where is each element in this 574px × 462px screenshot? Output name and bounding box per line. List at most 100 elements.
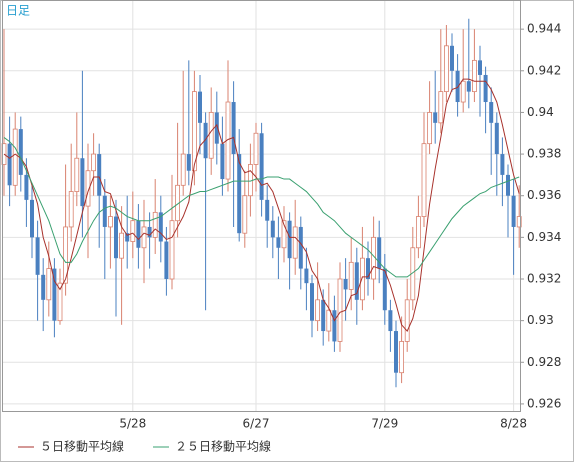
chart-title: 日足 xyxy=(6,4,30,18)
candle-body xyxy=(158,212,163,242)
candle-body xyxy=(292,226,298,259)
candle-body xyxy=(203,122,208,159)
candle-body xyxy=(343,278,348,290)
legend-label: ５日移動平均線 xyxy=(40,439,124,454)
candle-body xyxy=(399,341,405,374)
moving-average-line xyxy=(3,78,520,332)
candle-body xyxy=(180,153,186,186)
candle-body xyxy=(466,81,471,92)
candle-body xyxy=(270,220,275,238)
candle-body xyxy=(359,257,365,301)
y-tick-label: 0.942 xyxy=(527,63,561,77)
legend-label: ２５日移動平均線 xyxy=(175,439,271,454)
candle-body xyxy=(281,220,287,249)
candle-body xyxy=(433,112,438,123)
candle-body xyxy=(310,283,314,321)
candle-body xyxy=(91,153,96,172)
candle-body xyxy=(97,154,102,196)
candle-body xyxy=(382,268,387,311)
candle-body xyxy=(471,59,477,93)
candle-body xyxy=(450,45,454,71)
candle-body xyxy=(74,157,80,192)
y-tick-label: 0.926 xyxy=(527,396,561,410)
candle-body xyxy=(506,174,510,196)
candle-body xyxy=(30,199,34,238)
candle-body xyxy=(108,216,113,228)
candle-body xyxy=(80,158,85,207)
candle-body xyxy=(63,226,68,284)
x-tick-label: 6/27 xyxy=(243,417,270,431)
candle-body xyxy=(460,80,466,103)
candle-body xyxy=(114,216,118,259)
plot-area xyxy=(1,0,522,411)
y-tick-label: 0.93 xyxy=(527,313,554,327)
candle-body xyxy=(494,122,499,155)
y-tick-label: 0.932 xyxy=(527,271,561,285)
candle-body xyxy=(443,45,449,93)
x-tick-label: 7/29 xyxy=(371,417,398,431)
candle-body xyxy=(388,310,393,332)
x-tick-label: 8/28 xyxy=(500,417,527,431)
candle-body xyxy=(12,128,18,186)
candle-body xyxy=(7,143,12,186)
candle-body xyxy=(102,195,107,227)
candle-body xyxy=(366,258,370,279)
candle-body xyxy=(242,195,248,234)
candle-body xyxy=(68,191,74,228)
candle-body xyxy=(326,309,332,332)
candle-body xyxy=(125,233,130,242)
candle-body xyxy=(57,282,63,322)
candle-body xyxy=(516,216,522,228)
candle-body xyxy=(394,331,398,373)
candle-body xyxy=(186,154,191,171)
y-tick-label: 0.934 xyxy=(527,230,561,244)
candle-body xyxy=(152,211,158,238)
candle-body xyxy=(46,268,52,301)
candle-body xyxy=(35,237,40,275)
candle-body xyxy=(377,237,382,269)
candle-body xyxy=(85,170,91,207)
candle-body xyxy=(24,174,29,200)
moving-average-line xyxy=(3,137,520,278)
candle-body xyxy=(253,132,259,165)
candle-body xyxy=(321,299,326,332)
candle-body xyxy=(130,220,136,242)
candle-body xyxy=(404,299,410,342)
candle-body xyxy=(337,278,343,342)
candle-body xyxy=(421,143,427,217)
candle-body xyxy=(483,74,488,103)
candle-body xyxy=(231,102,236,155)
x-tick-label: 5/28 xyxy=(119,417,146,431)
candle-body xyxy=(41,274,46,300)
candle-body xyxy=(119,232,124,259)
candle-body xyxy=(136,220,141,248)
candle-body xyxy=(511,195,516,227)
candle-body xyxy=(298,226,303,269)
candle-body xyxy=(427,112,433,145)
y-tick-label: 0.936 xyxy=(527,188,561,202)
y-tick-label: 0.944 xyxy=(527,22,561,36)
candle-body xyxy=(169,220,175,280)
candle-body xyxy=(198,91,202,123)
candle-body xyxy=(415,216,421,249)
candle-body xyxy=(438,91,444,124)
candle-body xyxy=(276,237,281,248)
candle-body xyxy=(287,220,292,259)
candle-body xyxy=(259,133,264,200)
candle-body xyxy=(164,241,169,279)
candle-body xyxy=(304,268,309,284)
y-tick-label: 0.928 xyxy=(527,355,561,369)
candle-body xyxy=(489,102,494,123)
candle-body xyxy=(147,226,152,238)
candle-body xyxy=(500,154,505,175)
y-tick-label: 0.938 xyxy=(527,147,561,161)
candle-body xyxy=(315,299,321,322)
candle-body xyxy=(208,112,214,159)
candle-body xyxy=(237,154,242,234)
candle-body xyxy=(348,261,354,290)
plot-border xyxy=(2,0,521,412)
candle-body xyxy=(214,112,219,144)
candle-body xyxy=(455,70,460,103)
